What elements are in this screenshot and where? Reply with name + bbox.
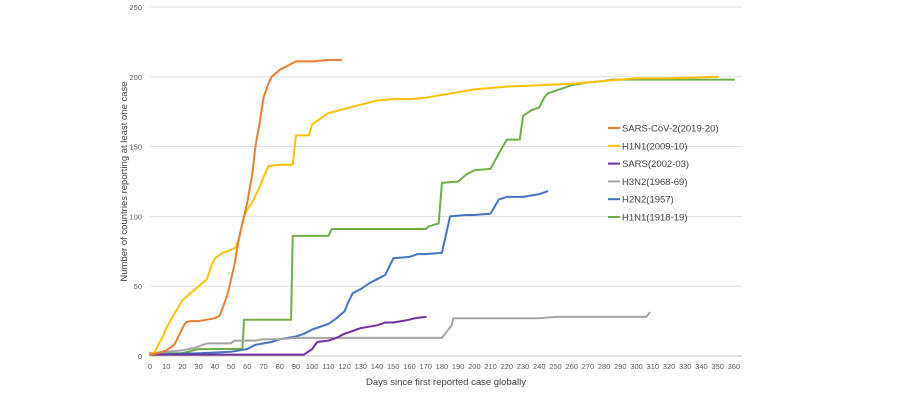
legend-label: SARS(2002-03) <box>622 159 689 170</box>
y-tick-label: 200 <box>129 73 142 82</box>
x-tick-label: 310 <box>647 362 660 371</box>
x-tick-label: 200 <box>468 362 481 371</box>
legend-label: H1N1(2009-10) <box>622 141 687 152</box>
legend-label: H3N2(1968-69) <box>622 177 687 188</box>
legend-label: H1N1(1918-19) <box>622 213 687 224</box>
x-tick-label: 210 <box>484 362 497 371</box>
x-tick-label: 120 <box>338 362 351 371</box>
x-tick-label: 180 <box>436 362 449 371</box>
legend-item: H3N2(1968-69) <box>608 177 687 188</box>
x-tick-label: 110 <box>322 362 334 371</box>
x-tick-label: 300 <box>630 362 643 371</box>
legend-label: SARS-CoV-2(2019-20) <box>622 124 719 135</box>
y-tick-label: 250 <box>129 3 142 12</box>
legend-item: H1N1(1918-19) <box>608 213 687 224</box>
gridlines <box>150 6 742 287</box>
x-tick-label: 190 <box>452 362 465 371</box>
legend-item: H1N1(2009-10) <box>608 141 687 152</box>
x-tick-label: 230 <box>517 362 530 371</box>
x-axis: 0 10 20 30 40 50 60 70 80 90 100 110 120 130 140 150 160… <box>148 355 742 371</box>
x-tick-label: 30 <box>194 362 202 371</box>
legend-item: H2N2(1957) <box>608 195 674 206</box>
x-tick-label: 360 <box>728 362 741 371</box>
legend-item: SARS(2002-03) <box>608 159 689 170</box>
x-tick-label: 270 <box>582 362 595 371</box>
x-tick-label: 250 <box>549 362 562 371</box>
x-tick-label: 320 <box>663 362 676 371</box>
y-tick-label: 100 <box>129 212 142 221</box>
series-line-sars-2002-03 <box>149 315 427 356</box>
x-tick-label: 90 <box>292 362 300 371</box>
y-tick-label: 0 <box>138 352 142 361</box>
x-tick-label: 140 <box>371 362 384 371</box>
x-tick-label: 10 <box>162 362 170 371</box>
series-layer <box>149 59 735 356</box>
legend-label: H2N2(1957) <box>622 195 674 206</box>
x-tick-label: 100 <box>306 362 319 371</box>
x-tick-label: 280 <box>598 362 611 371</box>
series-line-h1n1-2009-10 <box>149 75 719 356</box>
x-tick-label: 330 <box>679 362 692 371</box>
x-tick-label: 50 <box>227 362 235 371</box>
x-tick-label: 260 <box>565 362 578 371</box>
x-tick-label: 0 <box>148 362 152 371</box>
x-axis-title: Days since first reported case globally <box>366 377 526 388</box>
x-tick-label: 150 <box>387 362 400 371</box>
x-tick-label: 340 <box>695 362 708 371</box>
series-line-sars-cov-2-2019-20 <box>149 59 343 356</box>
y-axis-title: Number of countries reporting at least o… <box>119 81 130 281</box>
legend: SARS-CoV-2(2019-20) H1N1(2009-10) SARS(200… <box>608 124 719 224</box>
x-tick-label: 80 <box>276 362 284 371</box>
y-axis: 0 50 100 150 200 250 <box>129 3 142 361</box>
x-tick-label: 70 <box>259 362 267 371</box>
y-tick-label: 150 <box>129 143 142 152</box>
x-tick-label: 290 <box>614 362 627 371</box>
x-tick-label: 240 <box>533 362 546 371</box>
x-tick-label: 350 <box>711 362 724 371</box>
series-line-h2n2-1957 <box>149 190 549 356</box>
x-tick-label: 20 <box>178 362 186 371</box>
series-line-h3n2-1968-69 <box>149 311 651 355</box>
x-tick-label: 160 <box>403 362 416 371</box>
x-tick-label: 60 <box>243 362 251 371</box>
legend-item: SARS-CoV-2(2019-20) <box>608 124 719 135</box>
y-tick-label: 50 <box>134 282 142 291</box>
x-tick-label: 130 <box>355 362 368 371</box>
x-tick-label: 170 <box>419 362 432 371</box>
x-tick-label: 220 <box>501 362 514 371</box>
x-tick-label: 40 <box>211 362 219 371</box>
